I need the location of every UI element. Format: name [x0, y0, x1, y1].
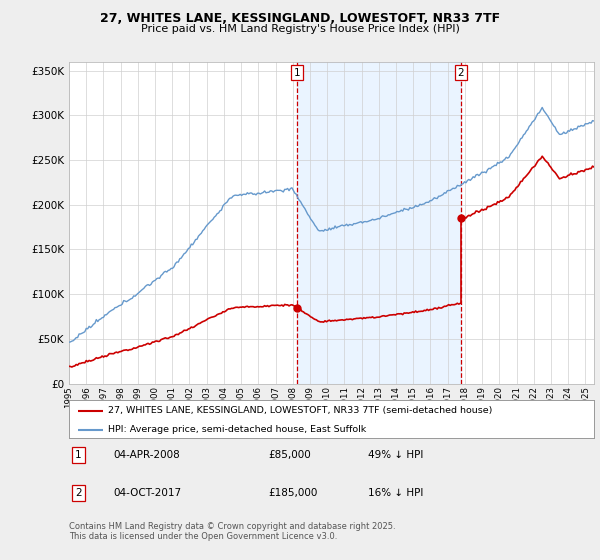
Text: 1: 1 — [294, 68, 301, 78]
Text: Contains HM Land Registry data © Crown copyright and database right 2025.
This d: Contains HM Land Registry data © Crown c… — [69, 522, 395, 542]
Text: 1: 1 — [76, 450, 82, 460]
Text: £85,000: £85,000 — [269, 450, 311, 460]
Text: 49% ↓ HPI: 49% ↓ HPI — [368, 450, 424, 460]
Text: 04-OCT-2017: 04-OCT-2017 — [113, 488, 182, 498]
Text: 2: 2 — [76, 488, 82, 498]
Bar — [297, 62, 461, 384]
Text: £185,000: £185,000 — [269, 488, 318, 498]
Text: 27, WHITES LANE, KESSINGLAND, LOWESTOFT, NR33 7TF: 27, WHITES LANE, KESSINGLAND, LOWESTOFT,… — [100, 12, 500, 25]
Text: Price paid vs. HM Land Registry's House Price Index (HPI): Price paid vs. HM Land Registry's House … — [140, 24, 460, 34]
Text: 04-APR-2008: 04-APR-2008 — [113, 450, 181, 460]
Text: 16% ↓ HPI: 16% ↓ HPI — [368, 488, 424, 498]
Text: 27, WHITES LANE, KESSINGLAND, LOWESTOFT, NR33 7TF (semi-detached house): 27, WHITES LANE, KESSINGLAND, LOWESTOFT,… — [109, 406, 493, 415]
Text: HPI: Average price, semi-detached house, East Suffolk: HPI: Average price, semi-detached house,… — [109, 425, 367, 434]
Text: 2: 2 — [457, 68, 464, 78]
